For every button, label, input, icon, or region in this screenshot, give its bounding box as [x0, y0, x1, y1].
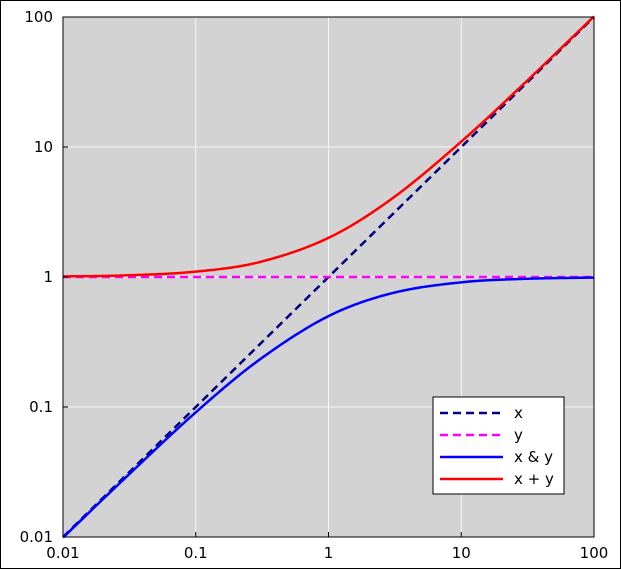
- x-tick-label: 10: [452, 544, 471, 562]
- legend: xy x & y x + y: [432, 396, 565, 495]
- series-line-3: [62, 276, 595, 539]
- x-tick-label: 1: [324, 544, 334, 562]
- y-tick-label: 100: [24, 8, 53, 26]
- x-tick-label: 100: [580, 544, 609, 562]
- series-line-4: [62, 15, 595, 278]
- legend-label: x: [514, 404, 523, 422]
- legend-label: x & y: [514, 448, 553, 466]
- x-tick-label: 0.1: [184, 544, 208, 562]
- y-tick-label: 10: [34, 138, 53, 156]
- x-tick-label: 0.01: [46, 544, 79, 562]
- legend-label: x + y: [514, 470, 554, 488]
- series-group: [62, 15, 595, 539]
- y-tick-label: 1: [43, 268, 53, 286]
- legend-label: y: [514, 426, 523, 444]
- axes: 0.01 0.1 1 10 100 0.01 0.1 1 10 100: [20, 8, 609, 562]
- y-tick-label: 0.1: [29, 398, 53, 416]
- y-tick-label: 0.01: [20, 528, 53, 546]
